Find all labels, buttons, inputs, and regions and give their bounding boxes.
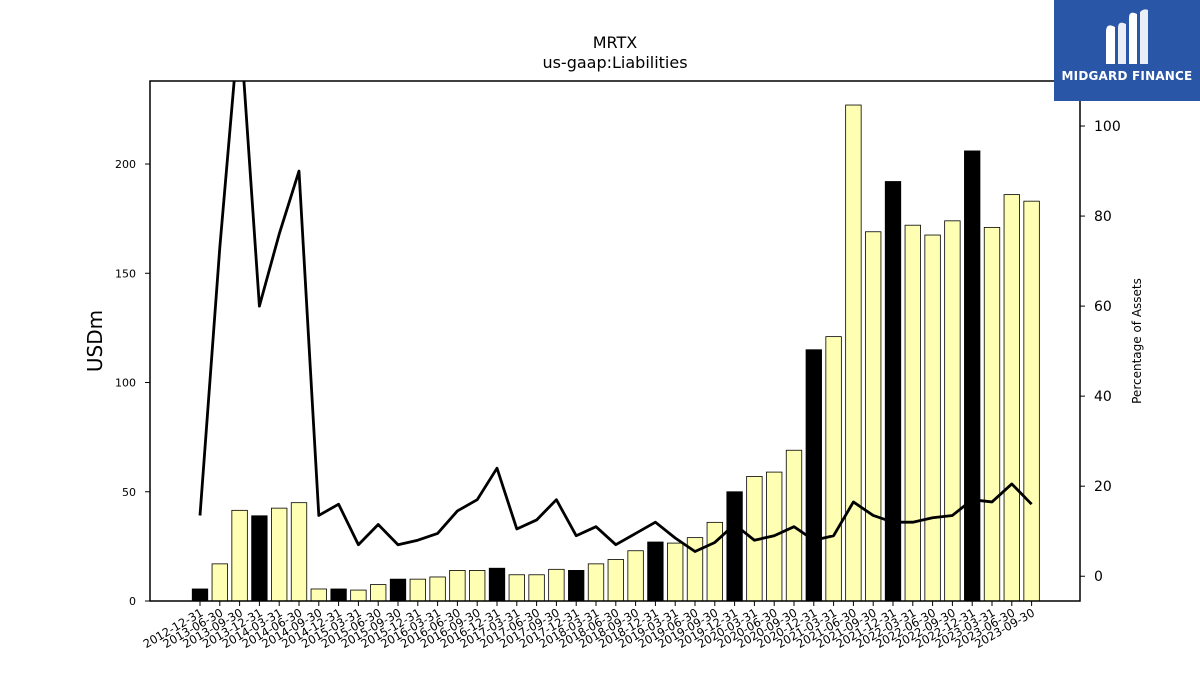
y-tick-label: 150 [115, 267, 136, 280]
y2-tick-label: 60 [1094, 299, 1112, 315]
bars-layer [191, 104, 1040, 602]
bar [667, 542, 684, 602]
left-axis: 0 50 100 150 200 [115, 158, 150, 608]
bar [231, 509, 248, 602]
x-axis: 2012-12-312013-06-302013-09-302013-12-31… [141, 601, 1037, 651]
bar [825, 336, 842, 602]
bar [587, 563, 605, 602]
chart-subtitle: us-gaap:Liabilities [542, 53, 687, 72]
y2-tick-label: 0 [1094, 569, 1103, 585]
y2-tick-label: 100 [1094, 119, 1121, 135]
y2-tick-label: 40 [1094, 389, 1112, 405]
bar [647, 541, 664, 602]
y-axis-label: USDm [83, 310, 107, 372]
bar [607, 559, 624, 602]
bar [904, 224, 921, 602]
bar [429, 576, 446, 602]
bar [528, 574, 545, 602]
bar [290, 502, 308, 602]
right-axis: 0 20 40 60 80 100 [1080, 119, 1121, 585]
bar [924, 234, 941, 602]
bar [271, 507, 288, 602]
plot-frame [149, 80, 1081, 602]
midgard-m-logo-icon [1106, 9, 1148, 65]
bar [370, 584, 387, 602]
logo-text: MIDGARD FINANCE [1061, 69, 1193, 83]
bar [865, 231, 882, 602]
bar [488, 567, 506, 602]
bar [251, 515, 268, 602]
bar [627, 550, 644, 602]
bar [726, 491, 743, 602]
bar [211, 563, 228, 602]
bar [310, 588, 327, 602]
bar [389, 578, 407, 602]
brand-logo: MIDGARD FINANCE [1054, 0, 1200, 101]
y2-tick-label: 20 [1094, 479, 1112, 495]
bar [508, 574, 525, 602]
y-tick-label: 200 [115, 158, 136, 171]
chart-title: MRTX [593, 33, 638, 52]
bar [568, 570, 585, 602]
bar [805, 349, 822, 602]
y-tick-label: 100 [115, 377, 136, 390]
bar [548, 568, 565, 602]
y2-tick-label: 80 [1094, 209, 1112, 225]
bar [1023, 200, 1040, 602]
bar [449, 570, 466, 602]
y-tick-label: 50 [122, 486, 136, 499]
bar [944, 220, 961, 602]
series-line [198, 81, 1033, 553]
bar [983, 226, 1001, 602]
bar [330, 588, 347, 602]
bar [964, 150, 981, 602]
line-layer [198, 81, 1033, 553]
bar [884, 181, 902, 602]
bar [350, 589, 367, 602]
bar [469, 570, 486, 602]
bar [845, 104, 862, 602]
y2-axis-label: Percentage of Assets [1130, 278, 1144, 404]
bar [1003, 194, 1020, 602]
y-tick-label: 0 [129, 595, 136, 608]
bar [409, 578, 426, 602]
bar [706, 521, 723, 602]
bar [191, 588, 209, 602]
